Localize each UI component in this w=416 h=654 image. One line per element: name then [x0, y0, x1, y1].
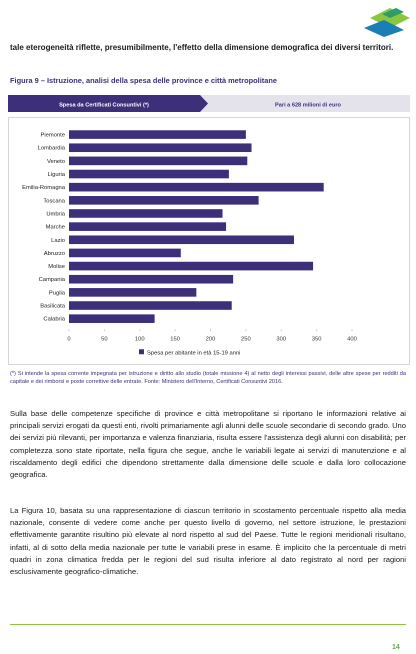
- y-tick-label: Abruzzo: [44, 251, 65, 257]
- x-tick-label: 50: [101, 336, 107, 342]
- logo-shape: [364, 20, 404, 37]
- y-tick-label: Marche: [46, 225, 65, 231]
- bar: [69, 314, 155, 323]
- bar: [69, 301, 232, 310]
- y-tick-label: Calabria: [43, 317, 65, 323]
- x-tick-label: 0: [67, 336, 70, 342]
- bar: [69, 235, 294, 245]
- chart: 0 50 100 150 200 250 300 350 400 Piemonte Lombardi…: [8, 117, 410, 365]
- bar: [69, 288, 197, 297]
- y-tick-label: Puglia: [49, 290, 66, 296]
- footer-rule: [10, 624, 406, 625]
- y-tick-label: Umbria: [46, 211, 65, 217]
- banner-right: Pari a 628 milioni di euro: [275, 103, 341, 109]
- bar: [69, 222, 227, 231]
- x-tick-label: 300: [276, 336, 286, 342]
- x-tick-label: 200: [206, 336, 216, 342]
- bar: [69, 182, 324, 192]
- banner-arrow: [8, 95, 208, 112]
- bar: [69, 209, 223, 218]
- y-tick-label: Toscana: [43, 198, 65, 204]
- footnote: (*) Si intende la spesa corrente impegna…: [10, 371, 406, 385]
- x-tick-label: 400: [347, 336, 357, 342]
- bar: [69, 261, 314, 271]
- legend-label: Spesa per abitante in età 15-19 anni: [147, 350, 240, 356]
- y-tick-label: Lazio: [51, 238, 65, 244]
- y-tick-label: Veneto: [47, 159, 65, 165]
- legend-swatch: [139, 349, 144, 355]
- x-tick-label: 100: [135, 336, 145, 342]
- x-tick-label: 250: [241, 336, 251, 342]
- y-tick-label: Lombardia: [38, 146, 66, 152]
- bar: [69, 130, 246, 139]
- paragraph: Sulla base delle competenze specifiche d…: [10, 409, 406, 480]
- banner-left: Spesa da Certificati Consuntivi (*): [59, 103, 149, 109]
- page-number: 14: [392, 644, 400, 651]
- logo-shape: [382, 8, 404, 18]
- banner: Spesa da Certificati Consuntivi (*) Pari…: [8, 95, 410, 112]
- y-tick-label: Campania: [39, 277, 66, 283]
- y-tick-label: Piemonte: [41, 133, 66, 139]
- bar: [69, 143, 252, 153]
- paragraph: La Figura 10, basata su una rappresentaz…: [10, 506, 406, 577]
- y-tick-label: Liguria: [48, 172, 66, 178]
- y-tick-label: Molise: [48, 264, 65, 270]
- y-tick-label: Basilicata: [40, 304, 66, 310]
- bar: [69, 156, 248, 166]
- bar: [69, 196, 259, 205]
- bar: [69, 274, 234, 284]
- x-tick-label: 150: [170, 336, 180, 342]
- y-tick-label: Emilia-Romagna: [22, 185, 66, 191]
- logo: [364, 8, 410, 37]
- figure-title: Figura 9 – Istruzione, analisi della spe…: [10, 76, 277, 85]
- bar: [69, 248, 181, 258]
- intro-text: tale eterogeneità riflette, presumibilme…: [10, 43, 394, 52]
- bar: [69, 169, 229, 179]
- x-tick-label: 350: [312, 336, 322, 342]
